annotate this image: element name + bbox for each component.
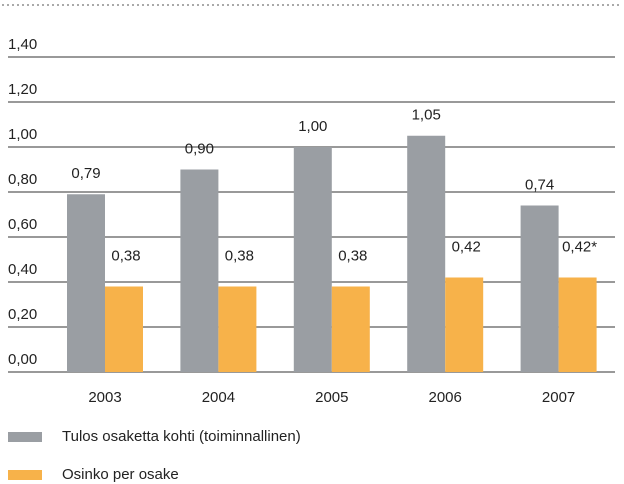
bar (331, 286, 370, 372)
bar (445, 277, 484, 372)
bar (520, 205, 559, 372)
bar (218, 286, 257, 372)
x-tick-label: 2005 (315, 389, 348, 406)
value-label: 0,74 (525, 176, 554, 193)
bar (293, 147, 332, 372)
legend-label: Tulos osaketta kohti (toiminnallinen) (62, 428, 301, 445)
y-tick-label: 0,00 (8, 351, 37, 368)
y-tick-label: 1,00 (8, 126, 37, 143)
value-label: 0,38 (225, 247, 254, 264)
value-label: 0,38 (338, 247, 367, 264)
legend-swatch (8, 432, 42, 442)
value-label: 0,79 (71, 165, 100, 182)
y-tick-label: 0,40 (8, 261, 37, 278)
value-label: 1,00 (298, 118, 327, 135)
x-tick-label: 2007 (542, 389, 575, 406)
y-tick-label: 0,60 (8, 216, 37, 233)
value-label: 0,42 (452, 238, 481, 255)
y-tick-label: 0,20 (8, 306, 37, 323)
x-tick-label: 2003 (88, 389, 121, 406)
x-tick-label: 2004 (202, 389, 235, 406)
legend-label: Osinko per osake (62, 466, 179, 483)
bar (180, 169, 219, 372)
value-label: 1,05 (412, 107, 441, 124)
y-tick-label: 1,20 (8, 81, 37, 98)
x-tick-label: 2006 (429, 389, 462, 406)
value-label: 0,90 (185, 140, 214, 157)
value-label: 0,38 (111, 247, 140, 264)
y-tick-label: 0,80 (8, 171, 37, 188)
legend-swatch (8, 470, 42, 480)
value-label: 0,42* (562, 238, 597, 255)
bar (67, 194, 105, 372)
bar (105, 286, 143, 372)
bar (407, 135, 446, 372)
y-tick-label: 1,40 (8, 36, 37, 53)
bar (558, 277, 597, 372)
